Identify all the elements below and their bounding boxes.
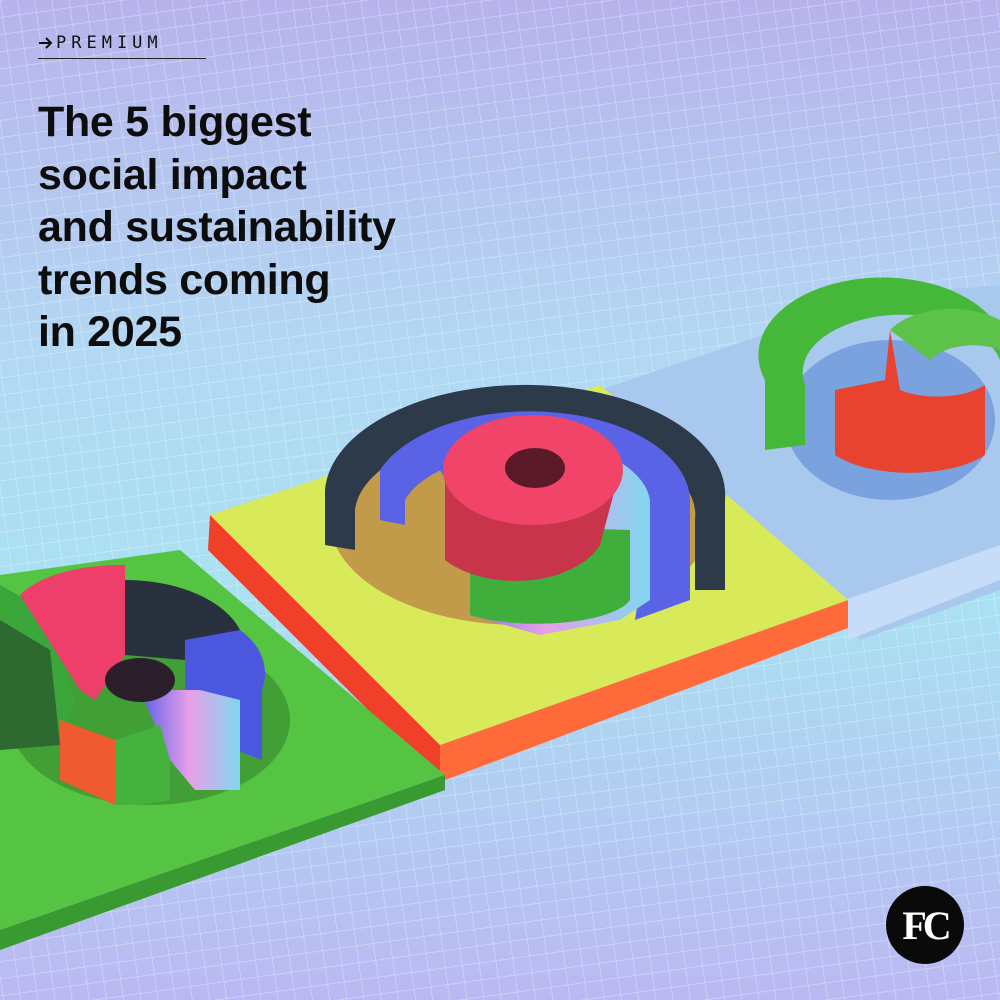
label-underline <box>38 58 206 59</box>
pie-green-front <box>115 725 170 806</box>
headline-line: in 2025 <box>38 308 182 356</box>
headline: The 5 biggest social impact and sustaina… <box>38 96 396 359</box>
pie-hole <box>105 658 175 702</box>
headline-line: trends coming <box>38 255 331 304</box>
logo: FC <box>886 886 964 964</box>
tile-side <box>208 515 440 782</box>
tile-side <box>440 600 848 782</box>
pie-orange <box>60 720 115 805</box>
pie-green-side <box>0 620 60 750</box>
ring-red <box>835 330 985 473</box>
premium-label: PREMIUM <box>56 33 163 53</box>
ring-green <box>758 277 1000 450</box>
donut-hole <box>505 448 565 488</box>
headline-line: and sustainability <box>38 203 396 251</box>
arrow-icon <box>39 37 53 49</box>
pie-pink <box>20 564 125 700</box>
headline-line: social impact <box>38 150 307 199</box>
tile-green-edge <box>0 775 445 950</box>
ring-green-top <box>890 308 1000 360</box>
tile-blue-edge <box>845 545 1000 640</box>
headline-line: The 5 biggest <box>38 98 312 146</box>
pie-rainbow <box>140 690 240 790</box>
